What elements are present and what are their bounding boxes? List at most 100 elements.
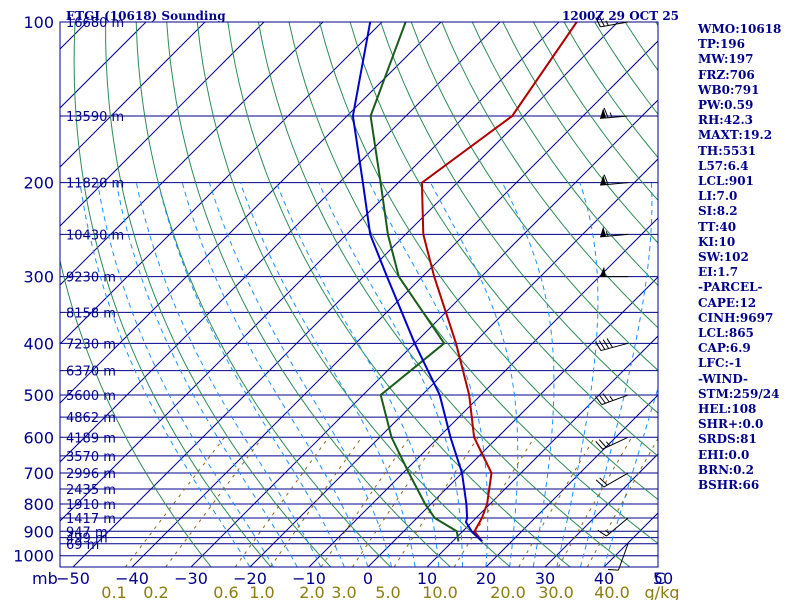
dry-adiabat-line <box>349 22 658 457</box>
plot-frame <box>59 21 659 568</box>
wind-barb-half <box>605 20 609 26</box>
parcel-profile <box>351 22 483 543</box>
wind-barb-full <box>602 339 610 349</box>
wind-barb-staff <box>600 342 629 352</box>
mixing-ratio-label: 0.6 <box>213 583 238 600</box>
height-label: 9230 m <box>66 271 116 286</box>
pressure-tick-label: 400 <box>23 334 54 353</box>
isotherm-line <box>131 40 658 567</box>
index-item: SI:8.2 <box>698 204 738 219</box>
height-label: 69 m <box>66 538 99 553</box>
index-item: WMO:10618 <box>698 22 782 36</box>
moist-adiabat-line <box>135 182 322 567</box>
isotherm-line <box>60 22 560 522</box>
dry-adiabat-line <box>196 22 511 567</box>
wind-barb-staff <box>603 472 629 488</box>
wind-barb <box>595 338 629 352</box>
height-label: 2996 m <box>66 467 116 482</box>
wind-barb-full <box>599 477 608 486</box>
temperature-tick-label: 0 <box>363 569 373 588</box>
wind-barb <box>595 436 629 450</box>
wind-barb-full <box>595 17 601 28</box>
dry-adiabat-line <box>319 22 658 501</box>
moist-adiabat-line <box>240 182 416 567</box>
temperature-tick-label: −50 <box>56 569 90 588</box>
wind-barb-staff <box>600 182 629 186</box>
isotherm-line <box>190 99 658 567</box>
index-item: LCL:865 <box>698 326 754 341</box>
pressure-tick-label: 300 <box>23 268 54 287</box>
height-label: 11820 m <box>66 177 124 192</box>
moist-adiabat-line <box>157 182 345 567</box>
temperature-tick-label: 50 <box>653 569 673 588</box>
isotherm-line <box>544 453 658 567</box>
index-item: KI:10 <box>698 234 736 249</box>
index-item: EHI:0.0 <box>698 447 750 462</box>
index-item: TT:40 <box>698 219 737 234</box>
mixing-ratio-label: 5.0 <box>375 583 400 600</box>
moist-adiabat-line <box>556 182 599 567</box>
isotherm-line <box>60 22 324 286</box>
wind-barb-flag <box>600 266 606 277</box>
height-label: 1910 m <box>66 498 116 513</box>
temperature-tick-label: −10 <box>292 569 326 588</box>
wind-barb <box>600 266 628 278</box>
dry-adiabat-line <box>502 22 658 244</box>
dry-adiabat-line <box>135 22 391 567</box>
pressure-unit-label: mb <box>32 569 58 588</box>
wind-barb-half <box>609 396 614 401</box>
wind-barb-half <box>606 441 611 447</box>
index-item: EI:1.7 <box>698 265 739 280</box>
index-item: CAPE:12 <box>698 295 757 310</box>
moist-adiabat-line <box>97 182 275 567</box>
wind-barb <box>597 517 629 537</box>
index-item: SW:102 <box>698 250 749 265</box>
wind-barb <box>595 472 629 488</box>
pressure-tick-label: 800 <box>23 495 54 514</box>
mixing-ratio-label: g/kg <box>645 583 680 600</box>
wind-barb-staff <box>606 517 629 537</box>
pressure-tick-label: 600 <box>23 428 54 447</box>
moist-adiabat-line <box>276 182 440 567</box>
moist-adiabat-line <box>318 182 463 567</box>
wind-barb <box>600 107 629 119</box>
index-item: -WIND- <box>698 371 748 386</box>
dry-adiabat-line <box>105 22 332 567</box>
dry-adiabat-line <box>410 22 658 372</box>
mixing-ratio-label: 0.2 <box>143 583 168 600</box>
wind-barb-full <box>595 395 603 405</box>
temperature-tick-label: 10 <box>417 569 437 588</box>
index-item: SRDS:81 <box>698 432 757 447</box>
mixing-ratio-label: 2.0 <box>299 583 324 600</box>
mixing-ratio-label: 0.1 <box>101 583 126 600</box>
wind-barb-full <box>598 340 606 350</box>
isotherm-line <box>72 22 619 567</box>
height-label: 7230 m <box>66 337 116 352</box>
wind-barb-flag <box>600 108 607 119</box>
wind-barb-half <box>604 530 610 534</box>
wind-barb-full <box>598 394 606 404</box>
dry-adiabat-line <box>60 258 212 567</box>
dry-adiabat-line <box>380 22 658 414</box>
valid-time: 1200Z 29 OCT 25 <box>562 9 680 23</box>
mixing-ratio-line <box>518 437 596 567</box>
temperature-tick-label: 20 <box>476 569 496 588</box>
index-item: TH:5531 <box>698 143 757 158</box>
height-label: 3570 m <box>66 450 116 465</box>
dry-adiabat-line <box>227 22 571 567</box>
height-label: 947 m <box>66 525 108 540</box>
isotherm-line <box>60 22 501 463</box>
height-label: 2435 m <box>66 483 116 498</box>
wind-barb-full <box>595 440 603 450</box>
index-item: MAXT:19.2 <box>698 128 773 143</box>
wind-barb-staff <box>602 436 629 450</box>
height-label: 16680 m <box>66 16 124 31</box>
temperature-profile <box>420 22 578 543</box>
mixing-ratio-line <box>352 437 440 567</box>
index-item: MW:197 <box>698 52 754 67</box>
wind-barb-full <box>606 338 613 348</box>
isotherm-line <box>367 276 658 567</box>
wind-barb-staff <box>600 115 629 119</box>
index-item: CINH:9697 <box>698 310 774 325</box>
